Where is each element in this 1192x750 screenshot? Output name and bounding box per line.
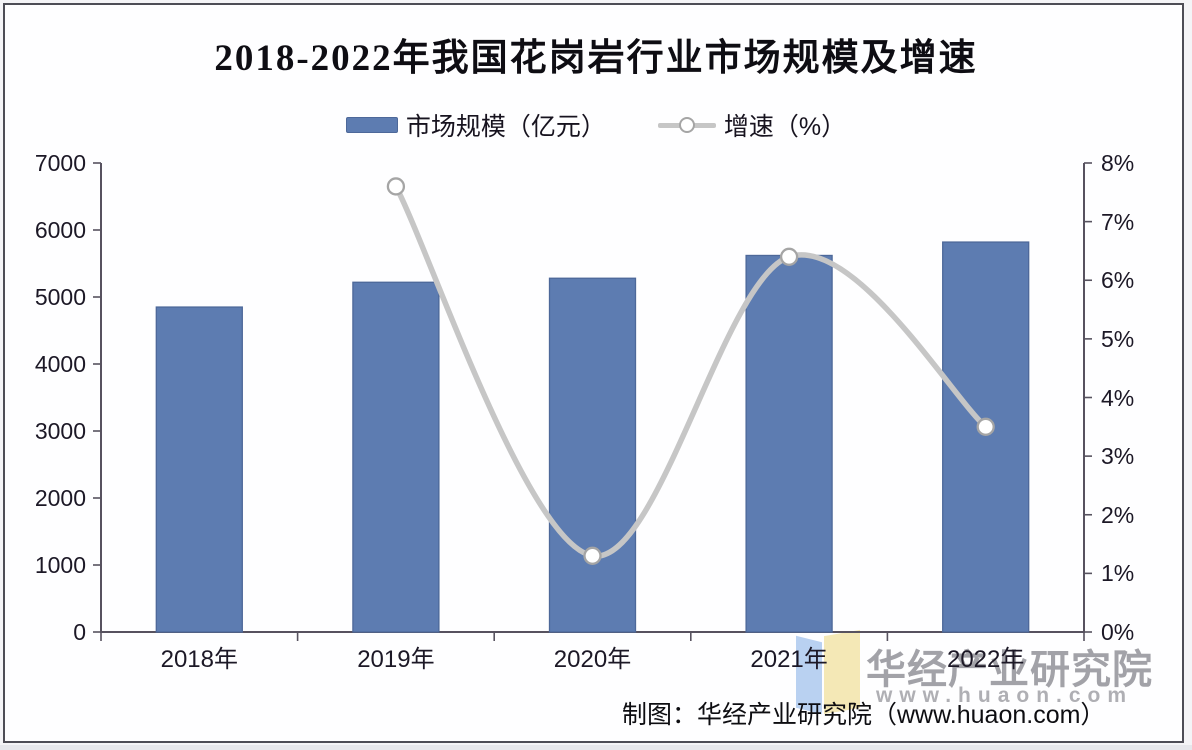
legend-label-growth: 增速（%） [723,113,847,141]
y-left-tick-label: 6000 [34,217,86,243]
x-label-2019: 2019年 [357,646,435,673]
marker-2022 [976,417,995,436]
bar-swatch-icon [345,117,398,133]
y-left-tick-label: 5000 [34,284,86,310]
x-label-2018: 2018年 [160,646,238,673]
y-left-tick-label: 4000 [34,351,86,377]
y-right-tick-label: 8% [1101,150,1135,176]
bar-2018 [155,306,243,633]
x-label-2020: 2020年 [553,646,632,673]
y-left-tick-label: 1000 [34,552,86,578]
y-left-tick-label: 0 [73,619,86,645]
y-right-tick-label: 4% [1101,384,1135,411]
y-right-tick-label: 5% [1101,325,1135,352]
growth-line [393,183,989,559]
y-right-tick-label: 7% [1101,208,1135,235]
legend-item-growth: 增速（%） [657,107,847,143]
marker-2021 [779,247,799,266]
page-background-strip [0,745,1192,750]
y-right-tick-label: 3% [1101,443,1135,470]
attribution-text: 制图：华经产业研究院（www.huaon.com） [622,701,1106,729]
y-left-tick-label: 3000 [34,418,86,444]
bar-2020 [548,277,637,633]
y-right-tick-label: 2% [1101,501,1135,528]
y-right-tick-label: 0% [1101,619,1135,645]
y-right-tick-label: 1% [1101,560,1135,587]
legend: 市场规模（亿元） 增速（%） [0,107,1192,143]
x-label-2021: 2021年 [750,646,828,673]
marker-2020 [583,546,602,565]
y-right-tick-label: 6% [1101,267,1135,294]
bar-2019 [352,281,440,633]
legend-item-market-size: 市场规模（亿元） [345,107,606,143]
marker-2019 [386,177,406,196]
chart-title: 2018-2022年我国花岗岩行业市场规模及增速 [214,38,978,79]
line-swatch-dot [678,117,695,133]
bar-2022 [942,241,1030,633]
y-left-tick-label: 2000 [34,485,86,511]
line-marker-swatch-icon [657,114,716,136]
y-left-tick-label: 7000 [34,150,86,176]
bar-2021 [745,254,833,633]
legend-label-market-size: 市场规模（亿元） [405,113,606,141]
x-label-2022: 2022年 [946,646,1025,673]
